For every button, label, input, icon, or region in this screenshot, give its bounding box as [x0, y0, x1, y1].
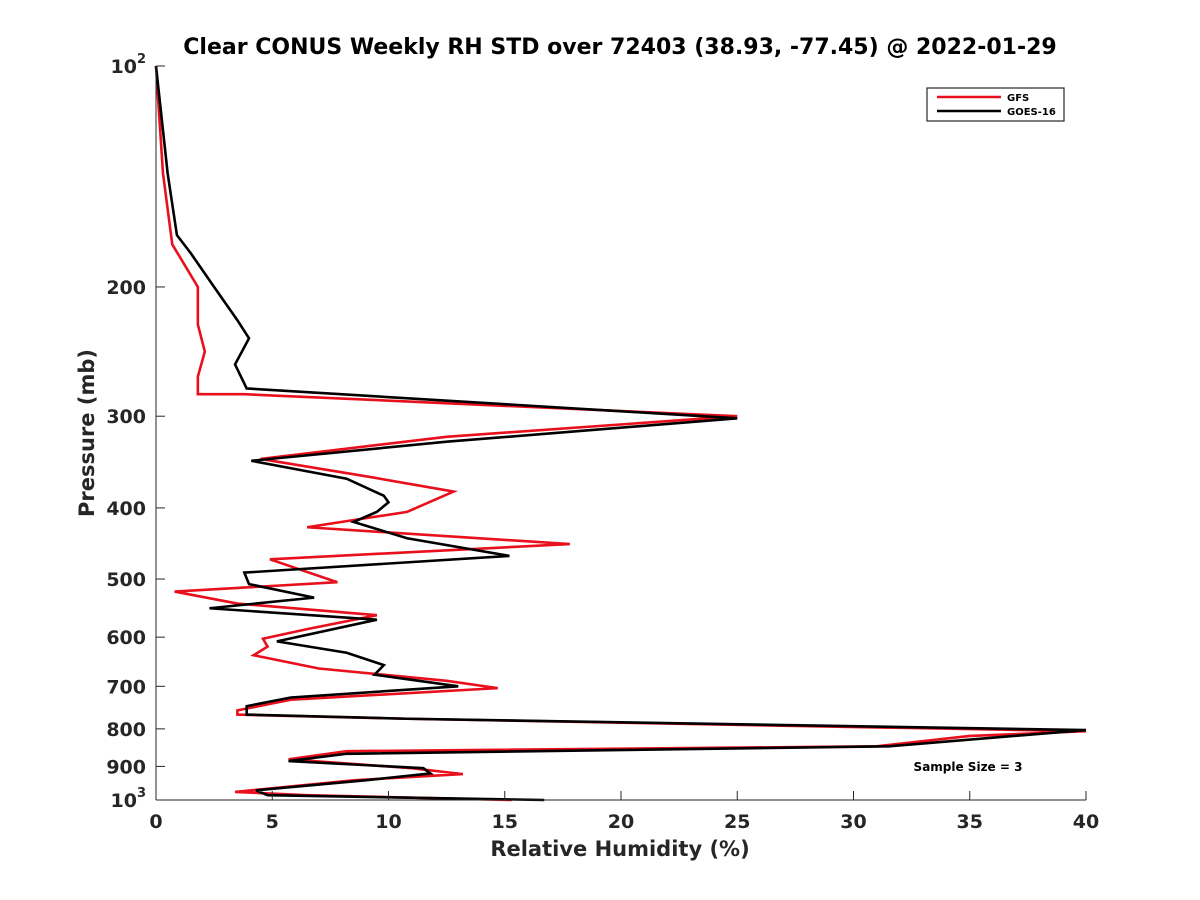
legend-box: [926, 87, 1065, 122]
chart-title: Clear CONUS Weekly RH STD over 72403 (38…: [183, 35, 1056, 60]
series-line-1: [154, 65, 1087, 802]
x-tick-label: 20: [608, 811, 634, 833]
x-tick-label: 30: [840, 811, 866, 833]
x-axis-label: Relative Humidity (%): [490, 837, 749, 861]
plot-background: [156, 66, 1086, 800]
x-tick-label: 25: [724, 811, 750, 833]
x-tick-label: 5: [266, 811, 279, 833]
y-tick-label: 10: [111, 56, 137, 78]
x-tick-label: 40: [1073, 811, 1099, 833]
sample-size-annotation: Sample Size = 3: [914, 760, 1023, 774]
y-tick-label: 300: [106, 406, 146, 428]
y-tick-label: 200: [106, 277, 146, 299]
y-tick-exponent: 2: [137, 52, 146, 67]
y-tick-label: 800: [106, 719, 146, 741]
x-tick-label: 10: [375, 811, 401, 833]
y-tick-label: 600: [106, 627, 146, 649]
legend-label: GFS: [1007, 93, 1029, 104]
x-axis-ticks: 0 5 10 15 20 25 30 35 40: [149, 791, 1099, 833]
y-tick-label: 10: [111, 790, 137, 812]
legend-label: GOES-16: [1007, 107, 1056, 118]
series-line-0: [154, 65, 1087, 802]
x-tick-label: 15: [492, 811, 518, 833]
x-tick-label: 0: [149, 811, 162, 833]
y-tick-exponent: 3: [137, 786, 146, 801]
plot-area: [154, 65, 1087, 802]
x-tick-label: 35: [957, 811, 983, 833]
legend: GFS GOES-16: [926, 87, 1065, 122]
y-tick-label: 700: [106, 676, 146, 698]
y-tick-label: 400: [106, 498, 146, 520]
y-tick-label: 500: [106, 569, 146, 591]
y-tick-label: 900: [106, 756, 146, 778]
y-axis-label: Pressure (mb): [75, 349, 99, 517]
